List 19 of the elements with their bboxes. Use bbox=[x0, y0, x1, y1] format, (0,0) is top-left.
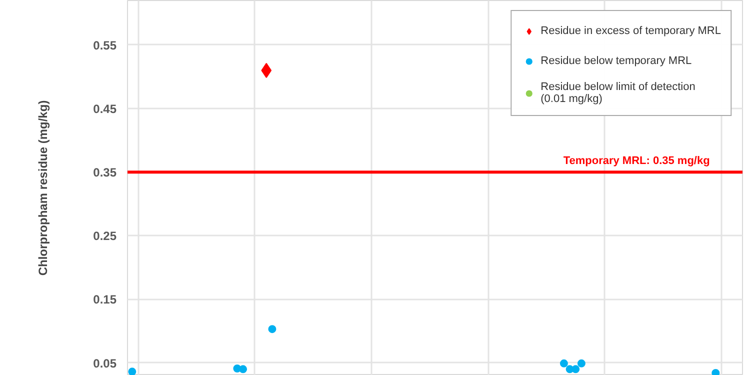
y-tick-label: 0.45 bbox=[93, 102, 117, 116]
point bbox=[268, 325, 276, 334]
legend-label: Residue below temporary MRL bbox=[540, 55, 692, 67]
point bbox=[577, 359, 586, 368]
ref-line-label: Temporary MRL: 0.35 mg/kg bbox=[563, 155, 710, 168]
point bbox=[712, 368, 720, 375]
y-axis-title: Chlorpropham residue (mg/kg) bbox=[36, 100, 50, 276]
point bbox=[572, 365, 580, 374]
y-tick-label: 0.15 bbox=[93, 292, 117, 307]
legend-label: Residue in excess of temporary MRL bbox=[540, 25, 721, 37]
y-tick-label: 0.05 bbox=[93, 356, 117, 370]
y-tick-label: 0.35 bbox=[93, 166, 117, 180]
point bbox=[560, 359, 568, 368]
y-tick-label: 0.25 bbox=[93, 229, 117, 244]
point bbox=[128, 368, 136, 375]
legend-label: Residue below limit of detection (0.01 mg/kg) bbox=[540, 81, 696, 105]
y-tick-label: 0.55 bbox=[93, 38, 117, 52]
point bbox=[239, 365, 248, 374]
point bbox=[261, 62, 272, 78]
